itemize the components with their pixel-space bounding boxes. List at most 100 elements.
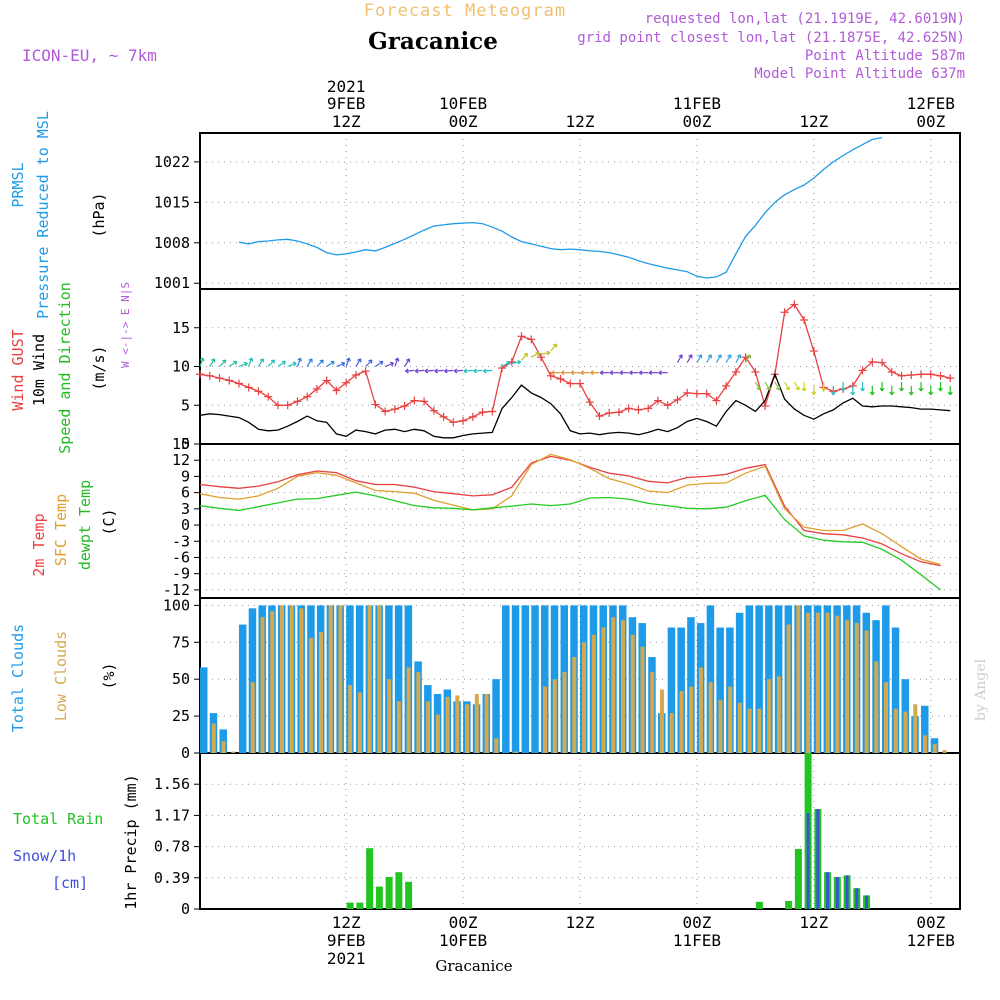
sfc-temp-line <box>199 453 941 566</box>
low-cloud-bar <box>874 661 879 753</box>
low-cloud-bar <box>776 676 781 753</box>
low-cloud-bar <box>640 646 645 753</box>
temp-unit: (C) <box>100 508 118 535</box>
low-cloud-bar <box>270 611 275 753</box>
low-cloud-bar <box>591 634 596 753</box>
wind-arrow-head <box>270 359 275 362</box>
low-cloud-bar <box>426 701 431 753</box>
low-cloud-bar <box>932 744 937 753</box>
low-cloud-bar <box>494 738 499 753</box>
time-label-hour: 00Z <box>449 112 478 131</box>
wind-arrow <box>745 354 751 363</box>
time-label-hour: 00Z <box>449 913 478 932</box>
wind-arrow <box>365 359 373 367</box>
y-tick-label: 75 <box>172 633 190 651</box>
pressure-label-2: Pressure Reduced to MSL <box>34 111 52 319</box>
time-label-hour: 00Z <box>682 913 711 932</box>
low-cloud-bar <box>630 634 635 753</box>
footer-location: Gracanice <box>435 957 512 975</box>
sfc-label: SFC Temp <box>52 494 70 566</box>
low-cloud-bar <box>260 617 265 753</box>
rain-bar <box>755 901 763 909</box>
low-cloud-bar <box>669 713 674 753</box>
y-tick-label: -6 <box>172 548 190 566</box>
wind-arrow <box>696 354 702 363</box>
pressure-label-1: PRMSL <box>9 162 27 207</box>
wind-arrow-head <box>891 391 895 396</box>
y-tick-label: 0 <box>181 744 190 762</box>
low-cloud-bar <box>435 714 440 753</box>
low-cloud-bar <box>250 682 255 753</box>
compass-label: W <-|-> E N|S <box>119 282 132 368</box>
y-tick-label: 25 <box>172 707 190 725</box>
low-cloud-bar <box>806 612 811 753</box>
wind-arrow <box>277 360 286 367</box>
wind-arrow <box>521 353 528 361</box>
wind-arrow <box>530 352 540 358</box>
gust-line <box>199 303 951 423</box>
low-cloud-bar <box>786 624 791 753</box>
time-label-date: 12FEB <box>907 931 955 950</box>
low-cloud-bar <box>942 750 947 753</box>
wind-arrow <box>454 369 464 372</box>
snow-bar <box>865 895 869 909</box>
wind-arrow <box>424 369 434 372</box>
rain-label: Total Rain <box>13 810 103 828</box>
wind-arrow <box>511 361 521 364</box>
time-label-date: 11FEB <box>673 94 721 113</box>
low-cloud-bar <box>474 693 479 753</box>
wind-arrow-head <box>546 350 551 354</box>
low-cloud-bar <box>455 695 460 753</box>
low-cloud-bar <box>718 699 723 753</box>
wind-arrow <box>345 357 350 367</box>
total-cloud-bar <box>745 605 754 753</box>
wind-arrow-head <box>463 370 468 374</box>
total-cloud-bar <box>706 605 715 753</box>
wind-arrow <box>296 357 302 367</box>
wind-unit: (m/s) <box>90 345 108 390</box>
low-cloud-bar <box>562 671 567 753</box>
wind-arrow-head <box>341 361 345 364</box>
wind-arrow-head <box>609 372 614 376</box>
rain-bar <box>385 877 393 909</box>
snow-bar <box>826 872 830 909</box>
wind-arrow-head <box>842 387 846 392</box>
rain-bar <box>356 902 364 909</box>
wind-arrow <box>257 358 264 367</box>
wind-arrow <box>248 357 253 367</box>
total-cloud-bar <box>921 705 929 753</box>
temp-2m-line <box>199 455 941 567</box>
y-tick-label: 1.17 <box>154 806 190 824</box>
low-cloud-bar <box>348 685 353 753</box>
low-cloud-bar <box>815 612 820 753</box>
wind-arrow <box>676 354 683 363</box>
y-tick-label: 12 <box>172 451 190 469</box>
low-cloud-bar <box>757 708 762 753</box>
wind-arrow-head <box>211 358 215 361</box>
low-cloud-bar <box>767 679 772 753</box>
low-cloud-bar <box>903 711 908 753</box>
wind-line <box>199 372 951 439</box>
low-cloud-bar <box>396 701 401 753</box>
total-cloud-bar <box>541 605 549 753</box>
y-tick-label: 1008 <box>154 234 190 252</box>
wind-arrow <box>209 358 216 367</box>
wind-arrow-head <box>736 354 741 357</box>
time-label-hour: 12Z <box>799 112 828 131</box>
wind-arrow-head <box>444 370 448 374</box>
wind-arrow <box>219 359 227 367</box>
wind-arrow-head <box>638 372 643 376</box>
time-label-hour: 12Z <box>332 913 361 932</box>
low-cloud-bar <box>893 708 898 753</box>
total-cloud-bar <box>882 605 890 753</box>
time-label-year: 2021 <box>327 77 366 96</box>
wind-arrow <box>384 362 394 368</box>
total-cloud-bar <box>394 605 403 753</box>
gridpoint-coords: grid point closest lon,lat (21.1875E, 42… <box>577 30 965 46</box>
wind-label: 10m Wind <box>30 334 48 406</box>
wind-arrow-head <box>648 372 653 376</box>
wind-arrow-head <box>405 358 410 361</box>
wind-arrow <box>793 381 800 391</box>
time-label-hour: 12Z <box>799 913 828 932</box>
low-cloud-bar <box>318 631 323 753</box>
